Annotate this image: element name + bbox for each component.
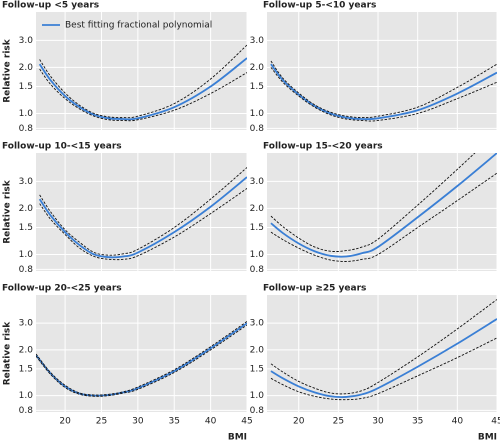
y-tick-label: 1.0 (19, 250, 34, 260)
y-tick-label: 1.5 (19, 364, 33, 374)
y-tick-label: 2.0 (250, 204, 265, 214)
plot-lines (38, 167, 247, 261)
y-tick-label: 1.0 (19, 109, 34, 119)
y-tick-label: 2.0 (250, 345, 265, 355)
y-tick-label: 0.8 (250, 124, 265, 134)
fit-line (36, 322, 247, 397)
y-axis-label: Relative risk (3, 179, 13, 244)
y-tick-label: 2.0 (19, 204, 34, 214)
ci-line (270, 337, 497, 401)
plot-lines (270, 153, 497, 262)
y-tick-label: 1.0 (19, 391, 34, 401)
ci-line (39, 188, 247, 261)
ci-line (270, 172, 497, 262)
ci-line (270, 299, 497, 395)
x-tick-label: 20 (59, 417, 71, 427)
x-tick-label: 40 (452, 417, 464, 427)
fit-line (38, 57, 247, 121)
plot-background (267, 12, 497, 130)
panel: 0.8 1.0 1.5 2.0 3.0 Follow-up 15-<20 years (250, 142, 498, 275)
fit-line (270, 63, 497, 121)
y-tick-label: 3.0 (250, 36, 265, 46)
panel-title: Follow-up 15-<20 years (263, 142, 383, 152)
y-tick-label: 0.8 (250, 406, 265, 416)
x-tick-label: 45 (491, 417, 500, 427)
x-tick-label: 20 (293, 417, 305, 427)
y-tick-label: 1.5 (250, 82, 264, 92)
ci-line (270, 67, 497, 122)
y-tick-label: 1.0 (250, 250, 265, 260)
y-tick-label: 2.0 (19, 345, 34, 355)
panel: 0.8 1.0 1.5 2.0 3.0 20 25 30 35 40 45 Follow-up 20-… (2, 284, 253, 442)
x-tick-label: 45 (241, 417, 252, 427)
x-axis-label: BMI (228, 433, 247, 442)
x-tick-label: 30 (372, 417, 384, 427)
x-tick-label: 25 (333, 417, 344, 427)
plot-lines (36, 321, 247, 397)
legend-label: Best fitting fractional polynomial (65, 21, 212, 31)
panel: 0.8 1.0 1.5 2.0 3.0 Follow-up <5 years Relativ… (2, 1, 248, 134)
y-tick-label: 3.0 (250, 319, 265, 329)
y-tick-label: 1.0 (250, 109, 265, 119)
ci-line (36, 324, 247, 397)
plot-background (267, 153, 497, 271)
ci-line (39, 68, 247, 122)
plot-background (267, 295, 497, 412)
fit-line (270, 318, 497, 398)
ci-line (36, 321, 247, 396)
y-tick-label: 0.8 (19, 124, 34, 134)
panel-title: Follow-up 10-<15 years (2, 142, 122, 152)
y-tick-label: 1.5 (250, 364, 264, 374)
y-tick-label: 3.0 (19, 319, 34, 329)
x-tick-label: 40 (205, 417, 217, 427)
y-tick-label: 0.8 (19, 406, 34, 416)
panel-title: Follow-up ≥25 years (263, 284, 366, 294)
plot-background (36, 295, 247, 412)
y-tick-label: 1.5 (250, 223, 264, 233)
plot-lines (270, 299, 497, 401)
ci-line (39, 44, 247, 119)
y-tick-label: 3.0 (250, 177, 265, 187)
x-tick-label: 30 (132, 417, 144, 427)
x-axis-label: BMI (478, 433, 497, 442)
y-tick-label: 3.0 (19, 177, 34, 187)
y-tick-label: 3.0 (19, 36, 34, 46)
y-tick-label: 1.5 (19, 223, 33, 233)
fit-line (38, 176, 247, 259)
plot-background (36, 153, 247, 271)
y-axis-label: Relative risk (3, 38, 13, 103)
panel: 0.8 1.0 1.5 2.0 3.0 20 25 30 35 40 45 Follow-up ≥25… (250, 284, 500, 442)
x-tick-label: 25 (96, 417, 107, 427)
ci-line (270, 60, 497, 119)
fit-line (270, 153, 497, 258)
x-tick-label: 35 (412, 417, 423, 427)
plot-lines (270, 60, 497, 122)
plot-background (36, 12, 247, 130)
panel-title: Follow-up 20-<25 years (2, 284, 122, 294)
panel-title: Follow-up 5-<10 years (263, 1, 376, 11)
y-tick-label: 1.0 (250, 391, 265, 401)
panel-title: Follow-up <5 years (2, 1, 99, 11)
y-tick-label: 2.0 (250, 63, 265, 73)
ci-line (39, 167, 247, 256)
panel: 0.8 1.0 1.5 2.0 3.0 Follow-up 10-<15 years Rel… (2, 142, 248, 275)
y-axis-label: Relative risk (3, 321, 13, 386)
x-tick-label: 35 (169, 417, 180, 427)
panel: 0.8 1.0 1.5 2.0 3.0 Follow-up 5-<10 years (250, 1, 498, 134)
ci-line (270, 153, 476, 252)
y-tick-label: 0.8 (19, 265, 34, 275)
y-tick-label: 0.8 (250, 265, 265, 275)
plot-lines (38, 44, 247, 122)
y-tick-label: 2.0 (19, 63, 34, 73)
y-tick-label: 1.5 (19, 82, 33, 92)
